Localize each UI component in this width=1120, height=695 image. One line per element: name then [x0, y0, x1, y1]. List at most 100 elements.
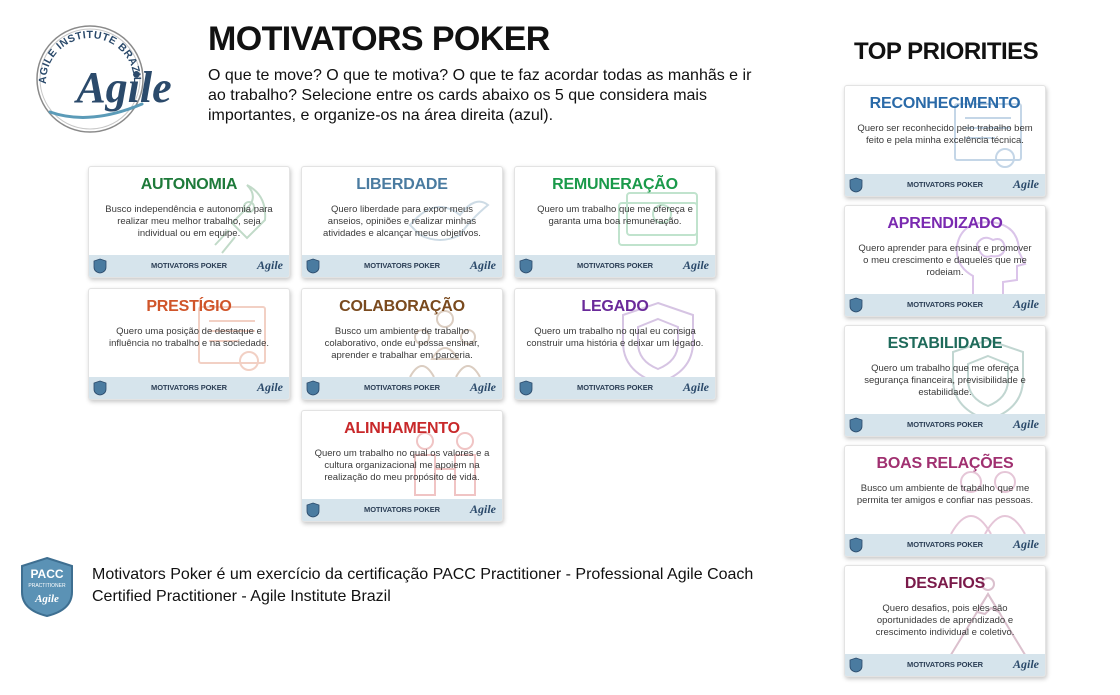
motivator-card-remuneracao[interactable]: REMUNERAÇÃO Quero um trabalho que me ofer… — [514, 166, 716, 278]
card-footer-label: MOTIVATORS POKER — [907, 540, 983, 549]
page-title: MOTIVATORS POKER — [208, 20, 550, 58]
people-align-icon — [414, 432, 476, 496]
pacc-mini-badge-icon — [849, 177, 863, 193]
card-title: APRENDIZADO — [887, 215, 1003, 232]
card-footer: MOTIVATORS POKER Agile — [845, 654, 1045, 676]
card-description: Quero liberdade para expor meus anseios,… — [323, 204, 481, 239]
card-description: Busco independência e autonomia para rea… — [105, 204, 273, 239]
card-footer-label: MOTIVATORS POKER — [907, 660, 983, 669]
card-footer-wordmark: Agile — [683, 380, 709, 394]
card-title: LEGADO — [581, 298, 649, 315]
head-brain-icon — [955, 220, 1027, 299]
money-icon — [618, 192, 698, 246]
motivator-card-autonomia[interactable]: AUTONOMIA Busco independência e autonomia… — [88, 166, 290, 278]
motivator-card-colaboracao[interactable]: COLABORAÇÃO Busco um ambiente de trabalho… — [301, 288, 503, 400]
card-footer-wordmark: Agile — [1013, 297, 1039, 311]
card-title: REMUNERAÇÃO — [552, 176, 678, 193]
top-priorities-title: TOP PRIORITIES — [854, 38, 1039, 65]
card-footer: MOTIVATORS POKER Agile — [302, 499, 502, 521]
card-footer: MOTIVATORS POKER Agile — [302, 255, 502, 277]
card-footer: MOTIVATORS POKER Agile — [845, 534, 1045, 556]
motivator-card-aprendizado[interactable]: APRENDIZADO Quero aprender para ensinar e… — [844, 205, 1046, 317]
card-footer-label: MOTIVATORS POKER — [907, 420, 983, 429]
card-title: ALINHAMENTO — [344, 420, 460, 437]
pacc-mini-badge-icon — [93, 380, 107, 396]
motivator-card-estabilidade[interactable]: ESTABILIDADE Quero um trabalho que me ofe… — [844, 325, 1046, 437]
motivator-card-liberdade[interactable]: LIBERDADE Quero liberdade para expor meus… — [301, 166, 503, 278]
bird-icon — [408, 200, 490, 241]
logo-wordmark: Agile — [73, 63, 171, 112]
card-footer-label: MOTIVATORS POKER — [364, 505, 440, 514]
card-title: DESAFIOS — [904, 575, 986, 592]
team-icon — [409, 310, 481, 378]
pacc-mini-badge-icon — [306, 502, 320, 518]
card-footer-wordmark: Agile — [257, 380, 283, 394]
card-description: Busco um ambiente de trabalho que me per… — [856, 483, 1034, 506]
card-description: Quero desafios, pois eles são oportunida… — [875, 603, 1015, 638]
pacc-mini-badge-icon — [519, 258, 533, 274]
pacc-wordmark: Agile — [34, 593, 59, 605]
card-footer-wordmark: Agile — [1013, 537, 1039, 551]
card-footer-wordmark: Agile — [683, 258, 709, 272]
card-footer-label: MOTIVATORS POKER — [907, 180, 983, 189]
card-description: Quero ser reconhecido pelo trabalho bem … — [857, 123, 1033, 146]
card-footer-label: MOTIVATORS POKER — [364, 261, 440, 270]
motivator-card-legado[interactable]: LEGADO Quero um trabalho no qual eu consi… — [514, 288, 716, 400]
card-description: Quero aprender para ensinar e promover o… — [858, 243, 1032, 278]
card-footer-label: MOTIVATORS POKER — [151, 261, 227, 270]
card-footer-wordmark: Agile — [470, 380, 496, 394]
card-title: AUTONOMIA — [140, 176, 238, 193]
card-description: Quero uma posição de destaque e influênc… — [108, 326, 270, 349]
rocket-icon — [214, 184, 267, 254]
card-title: BOAS RELAÇÕES — [876, 455, 1014, 472]
card-footer-label: MOTIVATORS POKER — [577, 383, 653, 392]
pacc-acronym: PACC — [30, 567, 63, 581]
pacc-mini-badge-icon — [93, 258, 107, 274]
motivator-card-desafios[interactable]: DESAFIOS Quero desafios, pois eles são op… — [844, 565, 1046, 677]
card-footer-wordmark: Agile — [470, 502, 496, 516]
card-title: ESTABILIDADE — [887, 335, 1003, 352]
card-footer: MOTIVATORS POKER Agile — [845, 294, 1045, 316]
card-footer: MOTIVATORS POKER Agile — [845, 414, 1045, 436]
pacc-mini-badge-icon — [306, 380, 320, 396]
pacc-subtitle: PRACTITIONER — [28, 583, 66, 589]
motivator-card-prestigio[interactable]: PRESTÍGIO Quero uma posição de destaque e… — [88, 288, 290, 400]
card-footer: MOTIVATORS POKER Agile — [515, 255, 715, 277]
card-footer: MOTIVATORS POKER Agile — [302, 377, 502, 399]
motivator-card-reconhecimento[interactable]: RECONHECIMENTO Quero ser reconhecido pelo… — [844, 85, 1046, 197]
card-title: RECONHECIMENTO — [869, 95, 1021, 112]
card-description: Busco um ambiente de trabalho colaborati… — [324, 326, 480, 361]
card-footer: MOTIVATORS POKER Agile — [89, 255, 289, 277]
agile-institute-logo: AGILE INSTITUTE BRAZIL Agile — [36, 25, 172, 133]
card-description: Quero um trabalho no qual eu consiga con… — [526, 326, 704, 349]
card-title: COLABORAÇÃO — [339, 298, 465, 315]
pacc-mini-badge-icon — [849, 297, 863, 313]
certificate-icon — [198, 306, 266, 371]
card-footer-label: MOTIVATORS POKER — [151, 383, 227, 392]
card-footer-label: MOTIVATORS POKER — [364, 383, 440, 392]
pacc-mini-badge-icon — [849, 417, 863, 433]
pacc-mini-badge-icon — [849, 657, 863, 673]
card-footer-wordmark: Agile — [470, 258, 496, 272]
card-description: Quero um trabalho que me ofereça seguran… — [864, 363, 1026, 398]
pacc-mini-badge-icon — [306, 258, 320, 274]
card-footer-wordmark: Agile — [1013, 177, 1039, 191]
people-icon — [950, 471, 1026, 535]
card-footer-wordmark: Agile — [257, 258, 283, 272]
card-footer: MOTIVATORS POKER Agile — [845, 174, 1045, 196]
pacc-mini-badge-icon — [849, 537, 863, 553]
footer-text: Motivators Poker é um exercício da certi… — [92, 566, 754, 605]
motivator-card-boas_relacoes[interactable]: BOAS RELAÇÕES Busco um ambiente de trabal… — [844, 445, 1046, 557]
card-description: Quero um trabalho no qual os valores e a… — [314, 448, 490, 483]
card-footer-wordmark: Agile — [1013, 417, 1039, 431]
certificate-icon — [954, 103, 1022, 168]
pacc-practitioner-badge: PACC PRACTITIONER Agile — [21, 556, 73, 618]
motivator-card-alinhamento[interactable]: ALINHAMENTO Quero um trabalho no qual os … — [301, 410, 503, 522]
card-footer-label: MOTIVATORS POKER — [577, 261, 653, 270]
intro-text: O que te move? O que te motiva? O que te… — [208, 67, 752, 124]
card-footer-label: MOTIVATORS POKER — [907, 300, 983, 309]
card-title: PRESTÍGIO — [146, 298, 232, 315]
card-title: LIBERDADE — [356, 176, 448, 193]
card-footer-wordmark: Agile — [1013, 657, 1039, 671]
card-description: Quero um trabalho que me ofereça e garan… — [537, 204, 693, 227]
